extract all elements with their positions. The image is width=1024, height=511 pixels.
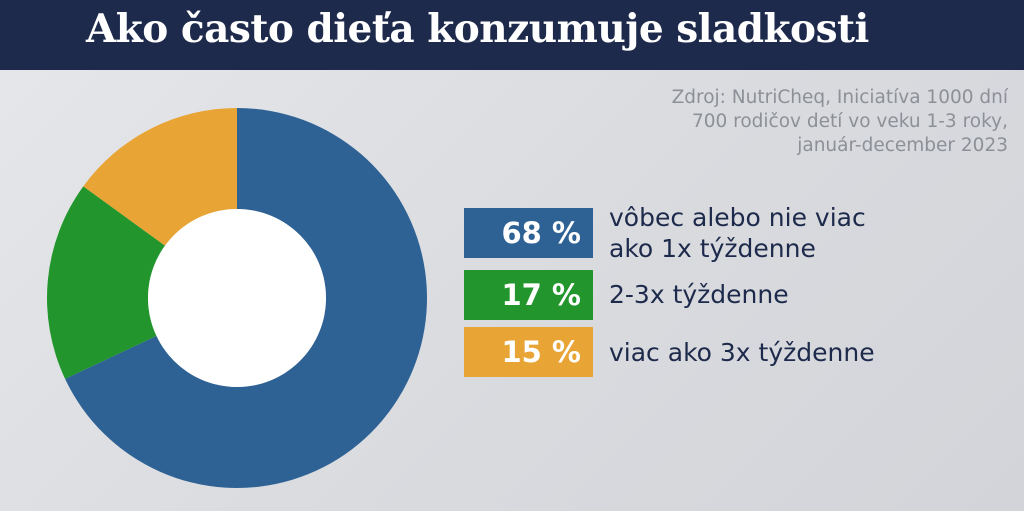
- legend-value-box: 68 %: [464, 208, 593, 258]
- legend-label: vôbec alebo nie viac ako 1x týždenne: [609, 202, 866, 264]
- donut-slice-2: [47, 186, 165, 379]
- source-line: január-december 2023: [797, 135, 1008, 156]
- legend-label-line: vôbec alebo nie viac: [609, 203, 866, 232]
- legend-value-box: 15 %: [464, 327, 593, 377]
- legend-label-line: viac ako 3x týždenne: [609, 338, 875, 367]
- legend-label-line: 2-3x týždenne: [609, 280, 789, 309]
- source-line: 700 rodičov detí vo veku 1-3 roky,: [691, 111, 1008, 132]
- page-title: Ako často dieťa konzumuje sladkosti: [86, 6, 869, 52]
- source-note: Zdroj: NutriCheq, Iniciatíva 1000 dní 70…: [528, 86, 1008, 158]
- source-line: Zdroj: NutriCheq, Iniciatíva 1000 dní: [671, 87, 1008, 108]
- header-bar: Ako často dieťa konzumuje sladkosti: [0, 0, 1024, 70]
- legend-label: 2-3x týždenne: [609, 279, 789, 310]
- legend-label-line: ako 1x týždenne: [609, 234, 816, 263]
- donut-slice-3: [83, 108, 237, 246]
- donut-hole: [148, 209, 326, 387]
- donut-slice-1: [65, 108, 428, 488]
- legend-value-box: 17 %: [464, 270, 593, 320]
- legend-label: viac ako 3x týždenne: [609, 337, 875, 368]
